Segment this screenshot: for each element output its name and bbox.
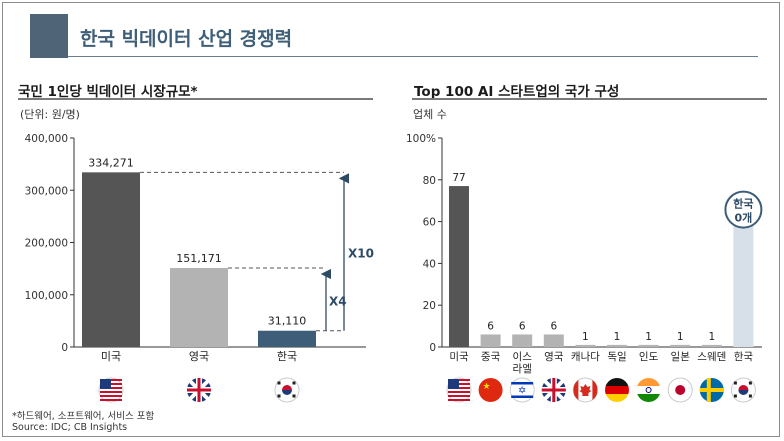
data-label: 6 <box>550 320 557 332</box>
x-tick-label: 영국 <box>189 350 209 363</box>
svg-text:✡: ✡ <box>518 386 526 397</box>
bar <box>543 334 564 347</box>
china-flag-icon: ★ <box>478 378 503 402</box>
bar <box>607 344 627 347</box>
bar <box>82 172 140 347</box>
korea-flag-icon <box>730 377 756 403</box>
korea-flag-icon <box>274 377 300 403</box>
uk-flag-icon <box>187 378 211 402</box>
bar <box>170 268 228 347</box>
right-chart-title: Top 100 AI 스타트업의 국가 구성 <box>414 84 620 100</box>
canada-flag-icon <box>572 377 598 403</box>
x-tick-label: 일본 <box>671 350 691 363</box>
title-accent-block <box>30 14 68 58</box>
y-tick-label: 0 <box>61 342 68 354</box>
bar <box>449 186 469 347</box>
x-tick-label: 미국 <box>101 350 121 363</box>
y-tick-label: 300,000 <box>25 185 68 197</box>
bar <box>258 330 316 347</box>
bar <box>575 344 596 347</box>
svg-text:★: ★ <box>483 382 491 392</box>
data-label: 31,110 <box>268 315 307 328</box>
y-tick-label: 60 <box>423 217 436 229</box>
india-flag-icon <box>636 378 661 402</box>
usa-flag-icon <box>98 377 124 403</box>
x-tick-label: 라엘 <box>513 362 532 375</box>
source-note: Source: IDC; CB Insights <box>12 422 128 433</box>
bar <box>670 344 691 347</box>
left-bar-chart: 0 100,000 200,000 300,000 400,000 334,271 미국 15… <box>25 133 374 363</box>
y-tick-label: 20 <box>423 300 436 312</box>
y-tick-label: 40 <box>423 258 436 270</box>
bar <box>638 344 659 347</box>
y-tick-label: 100,000 <box>25 290 68 302</box>
left-unit-label: (단위: 원/명) <box>20 108 80 121</box>
data-label: 151,171 <box>176 252 222 265</box>
data-label: 334,271 <box>88 156 134 169</box>
uk-flag-icon <box>541 378 566 402</box>
data-label: 6 <box>487 320 494 332</box>
y-tick-label: 0 <box>429 342 436 354</box>
multiplier-label-x10: X10 <box>348 247 374 261</box>
title-underline <box>68 56 758 57</box>
bar <box>701 344 722 347</box>
data-label: 1 <box>645 331 652 343</box>
y-tick-label: 400,000 <box>25 133 68 145</box>
footnote: *하드웨어, 소프트웨어, 서비스 포함 <box>12 411 155 422</box>
x-tick-label: 인도 <box>639 351 659 363</box>
data-label: 1 <box>677 331 684 343</box>
data-label: 6 <box>519 320 526 332</box>
bar <box>512 334 533 347</box>
x-tick-label: 한국 <box>277 350 297 363</box>
usa-flag-icon <box>446 377 472 403</box>
korea-callout-count: 0개 <box>735 211 753 225</box>
japan-flag-icon <box>667 377 693 403</box>
slide-title: 한국 빅데이터 산업 경쟁력 <box>80 28 293 50</box>
sweden-flag-icon <box>699 378 724 402</box>
x-tick-label: 스웨덴 <box>697 351 726 363</box>
y-tick-label: 200,000 <box>25 238 68 250</box>
bar <box>480 334 501 347</box>
left-title-rule <box>18 98 373 100</box>
x-tick-label: 캐나다 <box>571 351 600 363</box>
x-tick-label: 미국 <box>449 351 469 363</box>
bar-highlight-korea <box>733 221 754 347</box>
multiplier-label-x4: X4 <box>329 294 347 308</box>
y-tick-label: 80 <box>423 175 436 187</box>
right-unit-label: 업체 수 <box>413 108 447 121</box>
x-tick-label: 이스 <box>513 351 533 363</box>
flag-row: ★ ✡ <box>98 377 756 403</box>
data-label: 1 <box>582 331 589 343</box>
slide-frame <box>2 2 780 437</box>
y-tick-label: 100% <box>406 133 436 145</box>
x-tick-label: 중국 <box>481 351 501 363</box>
germany-flag-icon <box>605 378 629 402</box>
israel-flag-icon: ✡ <box>509 377 535 403</box>
x-tick-label: 독일 <box>607 350 626 363</box>
right-title-rule <box>412 98 767 100</box>
x-tick-label: 한국 <box>734 351 754 363</box>
x-tick-label: 영국 <box>544 351 564 363</box>
korea-callout-circle <box>724 190 763 229</box>
data-label: 77 <box>452 172 465 184</box>
korea-callout-country: 한국 <box>733 197 753 211</box>
left-chart-title: 국민 1인당 빅데이터 시장규모* <box>18 84 198 100</box>
data-label: 1 <box>614 331 621 343</box>
data-label: 1 <box>708 331 715 343</box>
